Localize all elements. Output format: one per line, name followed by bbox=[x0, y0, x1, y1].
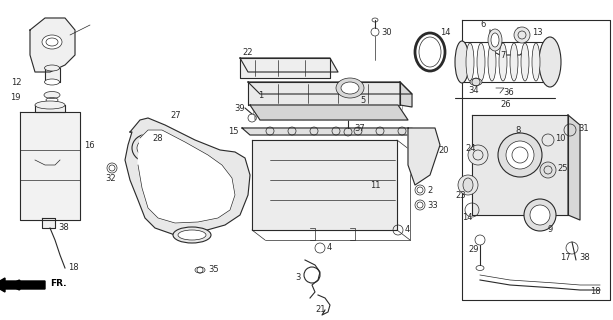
Polygon shape bbox=[248, 82, 400, 105]
Ellipse shape bbox=[532, 43, 540, 81]
Text: 27: 27 bbox=[170, 110, 181, 119]
Text: 36: 36 bbox=[503, 87, 514, 97]
Text: 16: 16 bbox=[84, 140, 94, 149]
Ellipse shape bbox=[466, 43, 474, 81]
Ellipse shape bbox=[45, 79, 59, 85]
Text: 18: 18 bbox=[68, 263, 78, 273]
Ellipse shape bbox=[488, 29, 502, 51]
Text: 8: 8 bbox=[515, 125, 520, 134]
Text: 6: 6 bbox=[480, 20, 485, 28]
Text: 23: 23 bbox=[455, 190, 466, 199]
Circle shape bbox=[514, 27, 530, 43]
Circle shape bbox=[498, 133, 542, 177]
Text: 14: 14 bbox=[440, 28, 451, 36]
Text: 30: 30 bbox=[381, 28, 392, 36]
Text: 31: 31 bbox=[578, 124, 588, 132]
Ellipse shape bbox=[488, 43, 496, 81]
Polygon shape bbox=[30, 18, 75, 72]
Text: FR.: FR. bbox=[50, 279, 66, 289]
Text: 32: 32 bbox=[105, 173, 116, 182]
Polygon shape bbox=[400, 82, 412, 107]
Polygon shape bbox=[125, 118, 250, 235]
Ellipse shape bbox=[44, 92, 60, 99]
Polygon shape bbox=[45, 68, 60, 82]
Text: 14: 14 bbox=[462, 213, 473, 222]
Text: 11: 11 bbox=[370, 180, 381, 189]
Text: 15: 15 bbox=[228, 126, 238, 135]
Text: 1: 1 bbox=[258, 91, 263, 100]
Circle shape bbox=[530, 205, 550, 225]
Polygon shape bbox=[42, 218, 55, 228]
Polygon shape bbox=[242, 128, 420, 135]
Polygon shape bbox=[240, 58, 338, 72]
Ellipse shape bbox=[336, 78, 364, 98]
Ellipse shape bbox=[341, 82, 359, 94]
Text: 35: 35 bbox=[208, 266, 219, 275]
Text: 39: 39 bbox=[234, 103, 245, 113]
Text: 28: 28 bbox=[152, 133, 162, 142]
Polygon shape bbox=[138, 130, 235, 223]
Circle shape bbox=[458, 175, 478, 195]
Ellipse shape bbox=[510, 43, 518, 81]
Ellipse shape bbox=[470, 78, 482, 85]
Polygon shape bbox=[252, 140, 397, 230]
Text: 3: 3 bbox=[295, 274, 300, 283]
Text: 24: 24 bbox=[465, 143, 476, 153]
Ellipse shape bbox=[419, 37, 441, 67]
Text: 21: 21 bbox=[315, 306, 326, 315]
Ellipse shape bbox=[137, 139, 159, 157]
Text: 7: 7 bbox=[500, 51, 505, 60]
Text: 12: 12 bbox=[11, 77, 21, 86]
Ellipse shape bbox=[132, 134, 164, 162]
Text: 20: 20 bbox=[438, 146, 449, 155]
Ellipse shape bbox=[521, 43, 529, 81]
Ellipse shape bbox=[463, 178, 473, 192]
Polygon shape bbox=[472, 115, 568, 215]
Ellipse shape bbox=[455, 41, 469, 83]
Text: 13: 13 bbox=[532, 28, 543, 36]
Text: 10: 10 bbox=[555, 133, 566, 142]
Text: 25: 25 bbox=[557, 164, 568, 172]
Polygon shape bbox=[248, 82, 412, 94]
Text: 18: 18 bbox=[590, 287, 601, 297]
Text: 4: 4 bbox=[405, 226, 410, 235]
Text: 22: 22 bbox=[242, 47, 253, 57]
Ellipse shape bbox=[42, 35, 62, 49]
Ellipse shape bbox=[539, 37, 561, 87]
Text: 29: 29 bbox=[468, 245, 479, 254]
Text: 4: 4 bbox=[327, 244, 332, 252]
Polygon shape bbox=[408, 128, 440, 185]
Ellipse shape bbox=[491, 33, 499, 47]
Polygon shape bbox=[568, 115, 580, 220]
Ellipse shape bbox=[477, 43, 485, 81]
Text: 5: 5 bbox=[360, 95, 365, 105]
Text: 19: 19 bbox=[10, 92, 20, 101]
Text: 38: 38 bbox=[579, 253, 590, 262]
Ellipse shape bbox=[178, 230, 206, 240]
Polygon shape bbox=[250, 105, 408, 120]
Ellipse shape bbox=[35, 101, 65, 109]
Text: 34: 34 bbox=[468, 85, 479, 94]
Circle shape bbox=[524, 199, 556, 231]
Circle shape bbox=[506, 141, 534, 169]
Polygon shape bbox=[35, 105, 65, 112]
Circle shape bbox=[540, 162, 556, 178]
Text: 33: 33 bbox=[427, 201, 438, 210]
Ellipse shape bbox=[173, 227, 211, 243]
Circle shape bbox=[468, 145, 488, 165]
FancyArrow shape bbox=[0, 278, 45, 292]
Polygon shape bbox=[240, 58, 330, 78]
Text: 26: 26 bbox=[500, 100, 511, 108]
Text: 17: 17 bbox=[560, 253, 571, 262]
Text: 38: 38 bbox=[58, 223, 69, 233]
Text: 37: 37 bbox=[354, 124, 365, 132]
Text: 9: 9 bbox=[548, 226, 554, 235]
Ellipse shape bbox=[499, 43, 507, 81]
Polygon shape bbox=[20, 112, 80, 220]
Ellipse shape bbox=[45, 65, 59, 71]
Text: 2: 2 bbox=[427, 186, 432, 195]
